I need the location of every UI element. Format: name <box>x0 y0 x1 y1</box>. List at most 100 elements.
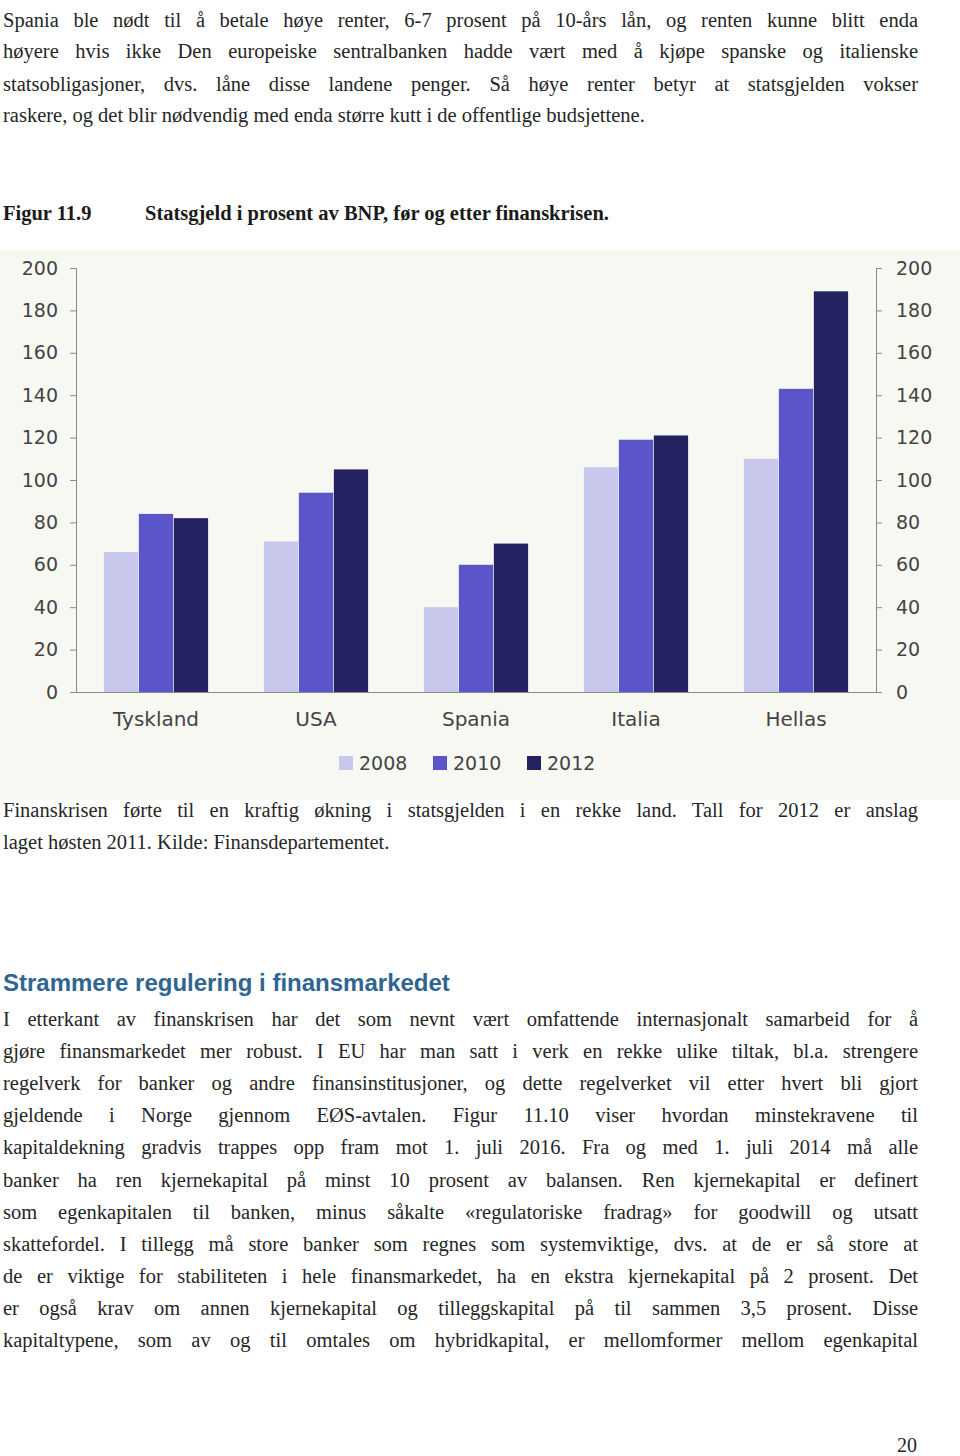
legend-label: 2008 <box>359 752 407 774</box>
body-line: I etterkant av finanskrisen har det som … <box>3 1007 918 1031</box>
tick-label: 0 <box>46 681 58 703</box>
bar <box>424 607 458 692</box>
tick-label: 60 <box>34 553 58 575</box>
tick-label: 120 <box>22 426 58 448</box>
body-line: er også krav om annen kjernekapital og t… <box>3 1296 918 1320</box>
legend-label: 2012 <box>547 752 595 774</box>
tick-label: 60 <box>896 553 920 575</box>
axis-line <box>77 692 877 693</box>
tick: Tyskland <box>112 692 199 731</box>
bar <box>459 565 493 692</box>
tick: 120 <box>876 426 932 448</box>
tick-label: 180 <box>896 299 932 321</box>
tick-label: 40 <box>896 596 920 618</box>
section-heading: Strammere regulering i finansmarkedet <box>3 969 450 997</box>
figure-caption: Finanskrisen førte til en kraftig økning… <box>3 798 918 822</box>
page-number: 20 <box>897 1434 917 1456</box>
tick: 100 <box>22 469 76 491</box>
tick-label: 80 <box>34 511 58 533</box>
tick-label: 0 <box>896 681 908 703</box>
bar <box>299 493 333 692</box>
body-line: de er viktige for stabiliteten i hele fi… <box>3 1264 918 1288</box>
tick-mark <box>876 565 882 566</box>
bar <box>584 467 618 692</box>
tick-mark <box>876 607 882 608</box>
tick-label: 200 <box>22 257 58 279</box>
text-line: høyere hvis ikke Den europeiske sentralb… <box>3 39 918 63</box>
tick-mark <box>876 522 882 523</box>
tick-mark <box>70 438 76 439</box>
tick-mark <box>70 480 76 481</box>
tick: 160 <box>22 341 76 363</box>
bar <box>264 541 298 692</box>
body-line: regelverk for banker og andre finansinst… <box>3 1071 918 1095</box>
tick-mark <box>70 565 76 566</box>
left-axis: 020406080100120140160180200 <box>22 257 77 703</box>
tick: 140 <box>22 384 76 406</box>
tick-mark <box>70 692 76 693</box>
tick-label: 80 <box>896 511 920 533</box>
tick-label: 160 <box>22 341 58 363</box>
text-line: statsobligasjoner, dvs. låne disse lande… <box>3 72 918 96</box>
axis-line <box>877 269 883 693</box>
tick: 160 <box>876 341 932 363</box>
tick: 140 <box>876 384 932 406</box>
tick-label: 120 <box>896 426 932 448</box>
tick-mark <box>70 607 76 608</box>
chart-background <box>0 250 960 800</box>
bar <box>744 459 778 692</box>
body-line: som egenkapitalen til banken, minus såka… <box>3 1200 918 1224</box>
tick-mark <box>70 395 76 396</box>
tick-mark <box>876 353 882 354</box>
bar <box>779 389 813 692</box>
legend-swatch <box>527 756 541 770</box>
tick-label: 40 <box>34 596 58 618</box>
tick-mark <box>876 395 882 396</box>
tick-label: Tyskland <box>112 707 199 731</box>
tick-mark <box>876 650 882 651</box>
bar <box>139 514 173 692</box>
tick-label: USA <box>295 707 337 731</box>
text-line: raskere, og det blir nødvendig med enda … <box>3 103 918 127</box>
tick: USA <box>295 692 337 731</box>
tick-mark <box>876 438 882 439</box>
tick: 120 <box>22 426 76 448</box>
bar <box>494 544 528 692</box>
body-line: gjøre finansmarkedet mer robust. I EU ha… <box>3 1039 918 1063</box>
legend-label: 2010 <box>453 752 501 774</box>
bar <box>814 291 848 692</box>
tick-mark <box>876 480 882 481</box>
tick-label: Spania <box>442 707 510 731</box>
bar <box>174 518 208 692</box>
body-line: kapitaldekning gradvis trappes opp fram … <box>3 1135 918 1159</box>
tick: 60 <box>34 553 76 575</box>
tick: 80 <box>876 511 920 533</box>
bar <box>104 552 138 692</box>
axis-line <box>70 269 77 693</box>
tick-mark <box>876 692 882 693</box>
body-line: kapitaltypene, som av og til omtales om … <box>3 1328 918 1352</box>
tick: Italia <box>611 692 660 731</box>
tick-mark <box>876 268 882 269</box>
tick: 200 <box>876 257 932 279</box>
tick: 40 <box>876 596 920 618</box>
bars <box>104 291 848 692</box>
tick-label: 100 <box>22 469 58 491</box>
tick: 200 <box>22 257 76 279</box>
tick-label: 20 <box>34 638 58 660</box>
tick-label: Italia <box>611 707 660 731</box>
tick: 60 <box>876 553 920 575</box>
body-line: banker ha ren kjernekapital på minst 10 … <box>3 1168 918 1192</box>
bar <box>619 440 653 692</box>
right-axis: 020406080100120140160180200 <box>876 257 932 703</box>
tick: 20 <box>876 638 920 660</box>
tick-mark <box>70 522 76 523</box>
body-line: skattefordel. I tillegg må store banker … <box>3 1232 918 1256</box>
figure-title: Statsgjeld i prosent av BNP, før og ette… <box>145 201 609 225</box>
body-line: gjeldende i Norge gjennom EØS-avtalen. F… <box>3 1103 918 1127</box>
tick: 40 <box>34 596 76 618</box>
tick: 20 <box>34 638 76 660</box>
tick-label: 140 <box>22 384 58 406</box>
tick: 0 <box>876 681 908 703</box>
figure-label: Figur 11.9 <box>3 201 91 225</box>
